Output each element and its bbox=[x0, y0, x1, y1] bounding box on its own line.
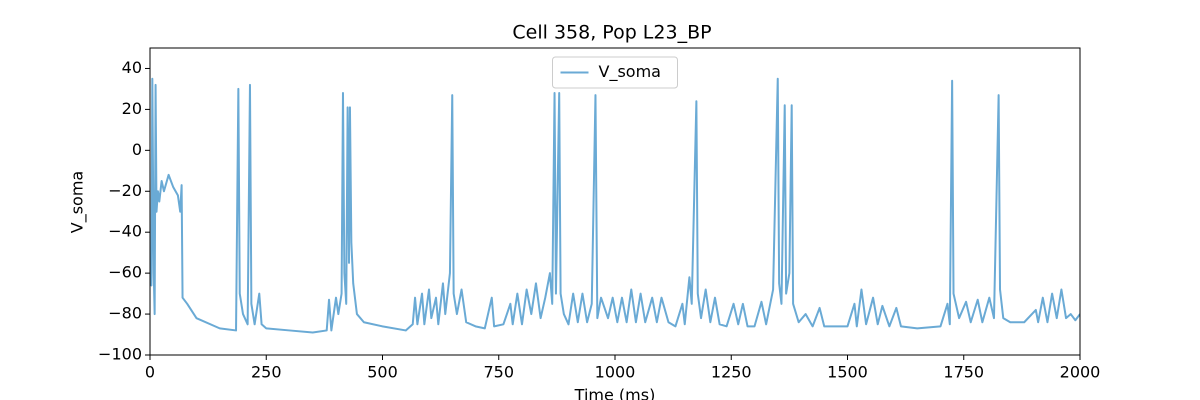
x-tick-label: 500 bbox=[367, 363, 398, 382]
x-tick-label: 1250 bbox=[711, 363, 752, 382]
y-tick-label: −20 bbox=[108, 181, 142, 200]
chart-title: Cell 358, Pop L23_BP bbox=[512, 22, 711, 44]
y-tick-label: −40 bbox=[108, 222, 142, 241]
legend-label: V_soma bbox=[599, 62, 661, 82]
x-tick-label: 1750 bbox=[943, 363, 984, 382]
x-tick-label: 750 bbox=[483, 363, 514, 382]
y-tick-label: 20 bbox=[122, 99, 142, 118]
x-axis-label: Time (ms) bbox=[574, 386, 656, 400]
y-tick-label: −60 bbox=[108, 263, 142, 282]
y-tick-label: 0 bbox=[132, 140, 142, 159]
x-tick-label: 1500 bbox=[827, 363, 868, 382]
x-tick-label: 250 bbox=[251, 363, 282, 382]
y-tick-label: −100 bbox=[98, 345, 142, 364]
legend-box bbox=[552, 56, 678, 89]
data-line bbox=[150, 77, 1080, 334]
y-axis-label: V_soma bbox=[68, 171, 88, 233]
x-tick-label: 1000 bbox=[595, 363, 636, 382]
y-tick-label: 40 bbox=[122, 58, 142, 77]
plot-frame bbox=[149, 47, 1081, 356]
x-tick-label: 2000 bbox=[1060, 363, 1101, 382]
y-tick-label: −80 bbox=[108, 304, 142, 323]
x-tick-label: 0 bbox=[145, 363, 155, 382]
